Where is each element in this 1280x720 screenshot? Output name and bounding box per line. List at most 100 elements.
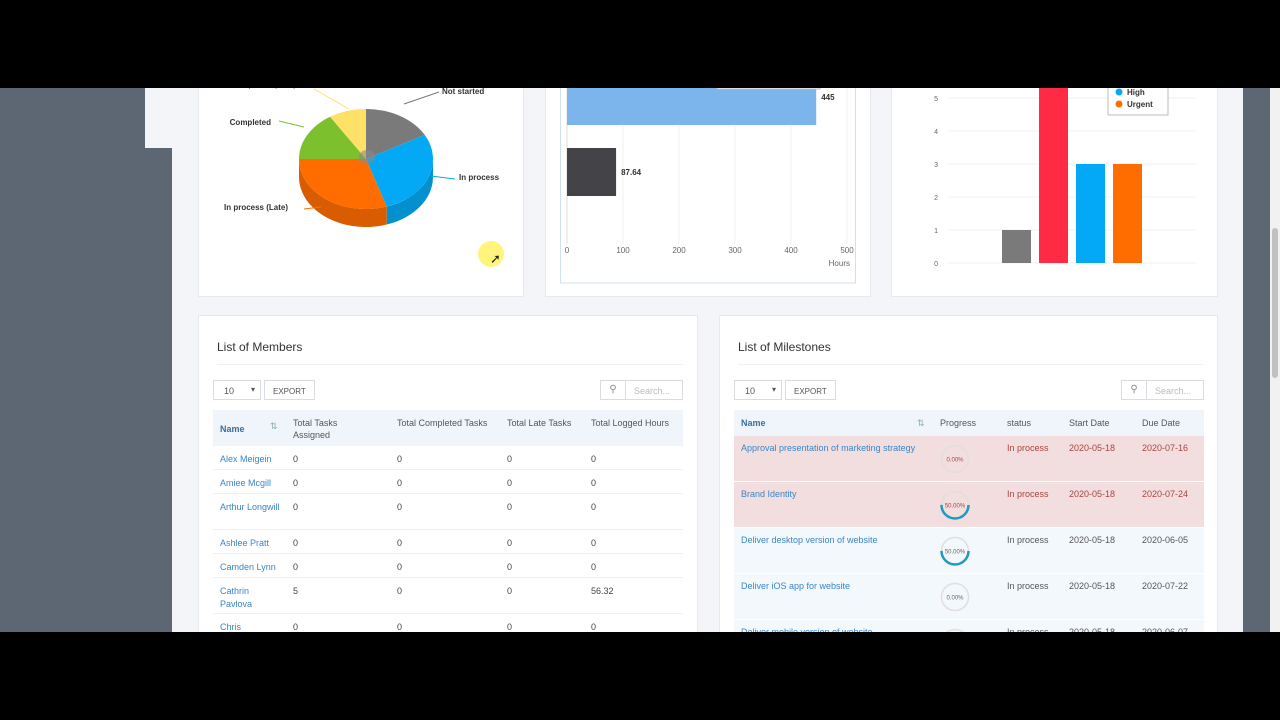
column-header[interactable]: Name — [741, 418, 766, 428]
dashboard-content: Not started In process In process (Late) Co… — [172, 88, 1243, 632]
table-row: Chris 0 0 0 0 — [213, 614, 683, 632]
member-name-link[interactable]: Camden Lynn — [220, 562, 276, 572]
table-cell: 0 — [507, 586, 513, 596]
status-pie-chart: Not started In process In process (Late) Co… — [224, 88, 500, 227]
table-row: Camden Lynn 0 0 0 0 — [213, 554, 683, 578]
y-tick-label: 5 — [934, 96, 938, 103]
x-tick-label: 0 — [565, 246, 570, 255]
member-name-link[interactable]: Alex Meigein — [220, 454, 272, 464]
member-name-link[interactable]: Ashlee Pratt — [220, 538, 270, 548]
table-cell: 2020-05-18 — [1069, 581, 1116, 591]
table-row: Deliver iOS app for website 0.00% In proce… — [734, 574, 1204, 620]
table-cell: 0 — [397, 478, 403, 488]
table-cell: 0 — [397, 538, 403, 548]
member-name-link[interactable]: Arthur Longwill — [220, 502, 280, 512]
legend-label: Urgent — [1127, 100, 1153, 109]
milestone-name-link[interactable]: Deliver iOS app for website — [741, 581, 851, 591]
member-name-link[interactable]: Chris — [220, 622, 242, 632]
y-tick-label: 1 — [934, 228, 938, 235]
sort-icon[interactable]: ⇅ — [917, 418, 925, 428]
progress-label: 0.00% — [946, 596, 964, 602]
column-header[interactable]: Total Logged Hours — [591, 418, 670, 428]
table-cell: 2020-07-22 — [1142, 581, 1189, 591]
search-placeholder: Search... — [634, 386, 671, 396]
search-input[interactable]: ⚲ Search... — [600, 380, 683, 400]
table-cell: 0 — [293, 538, 299, 548]
progress-label: 50.00% — [945, 550, 966, 556]
milestone-name-link[interactable]: Brand Identity — [741, 489, 797, 499]
milestones-table-header: Name Progress status Start Date Due Date ⇅ — [734, 410, 1204, 436]
progress-label: 0.00% — [946, 458, 964, 464]
table-cell: 0 — [507, 538, 513, 548]
milestone-name-link[interactable]: Approval presentation of marketing strat… — [741, 443, 916, 453]
page-size-select[interactable]: 10 — [213, 380, 261, 400]
table-cell: 0 — [293, 622, 299, 632]
column-header[interactable]: Total Completed Tasks — [397, 418, 488, 428]
members-title: List of Members — [217, 340, 303, 354]
member-name-link[interactable]: Amiee Mcgill — [220, 478, 272, 488]
x-tick-label: 200 — [672, 246, 686, 255]
legend-marker — [1115, 100, 1123, 108]
member-name-link[interactable]: Cathrin Pavlova — [220, 586, 253, 609]
page-scrollbar[interactable] — [1270, 88, 1280, 632]
table-cell: 2020-06-05 — [1142, 535, 1189, 545]
table-cell: 5 — [293, 586, 299, 596]
table-row: Amiee Mcgill 0 0 0 0 — [213, 470, 683, 494]
column-header[interactable]: status — [1007, 418, 1032, 428]
sort-icon[interactable]: ⇅ — [270, 421, 278, 431]
bar — [1076, 164, 1105, 263]
y-tick-label: 4 — [934, 129, 938, 136]
background-panel — [145, 88, 175, 148]
plot-border — [560, 88, 856, 284]
milestones-title: List of Milestones — [738, 340, 831, 354]
table-cell: 0 — [507, 454, 513, 464]
y-tick-label: 3 — [934, 162, 938, 169]
table-cell: 0 — [397, 622, 403, 632]
table-cell: 2020-06-07 — [1142, 627, 1189, 632]
bar-data-label: 87.64 — [621, 168, 642, 177]
column-header[interactable]: Total Late Tasks — [507, 418, 572, 428]
table-cell: In process — [1007, 581, 1049, 591]
column-header[interactable]: Start Date — [1069, 418, 1110, 428]
column-header[interactable]: Name — [220, 424, 245, 434]
table-cell: 56.32 — [591, 586, 614, 596]
column-header[interactable]: Progress — [940, 418, 977, 428]
page-size-select[interactable]: 10 — [734, 380, 782, 400]
table-cell: 0 — [591, 622, 597, 632]
progress-track — [940, 444, 970, 474]
progress-track — [945, 628, 965, 632]
progress-ring — [940, 628, 970, 632]
table-row: Deliver desktop version of website 50.00%… — [734, 528, 1204, 574]
search-input[interactable]: ⚲ Search... — [1121, 380, 1204, 400]
bar — [567, 148, 617, 196]
table-cell: 2020-05-18 — [1069, 489, 1116, 499]
members-card: List of Members 10 EXPORT ⚲ Search... Na… — [198, 315, 698, 632]
column-header[interactable]: Total Tasks Assigned — [293, 418, 338, 440]
export-button[interactable]: EXPORT — [264, 380, 315, 400]
pie-label-connector — [430, 175, 456, 180]
bar — [1002, 230, 1031, 263]
pie-label: In process — [459, 173, 500, 182]
table-cell: 2020-05-18 — [1069, 535, 1116, 545]
table-cell: 2020-05-18 — [1069, 443, 1116, 453]
progress-ring: 50.00% — [940, 490, 970, 520]
progress-ring: 0.00% — [940, 582, 970, 612]
x-tick-label: 100 — [616, 246, 630, 255]
milestone-name-link[interactable]: Deliver mobile version of website — [741, 627, 873, 632]
table-cell: In process — [1007, 489, 1049, 499]
pie-label: Completed — [230, 118, 271, 127]
progress-arc — [940, 536, 970, 566]
table-cell: 0 — [591, 538, 597, 548]
pie-slice — [299, 116, 366, 159]
column-header[interactable]: Due Date — [1142, 418, 1181, 428]
milestone-name-link[interactable]: Deliver desktop version of website — [741, 535, 878, 545]
export-button[interactable]: EXPORT — [785, 380, 836, 400]
x-tick-label: 400 — [784, 246, 798, 255]
table-cell: 0 — [507, 562, 513, 572]
table-cell: 0 — [591, 454, 597, 464]
table-row: Cathrin Pavlova 5 0 0 56.32 — [213, 578, 683, 614]
bar — [567, 88, 817, 125]
scrollbar-thumb[interactable] — [1272, 228, 1278, 378]
